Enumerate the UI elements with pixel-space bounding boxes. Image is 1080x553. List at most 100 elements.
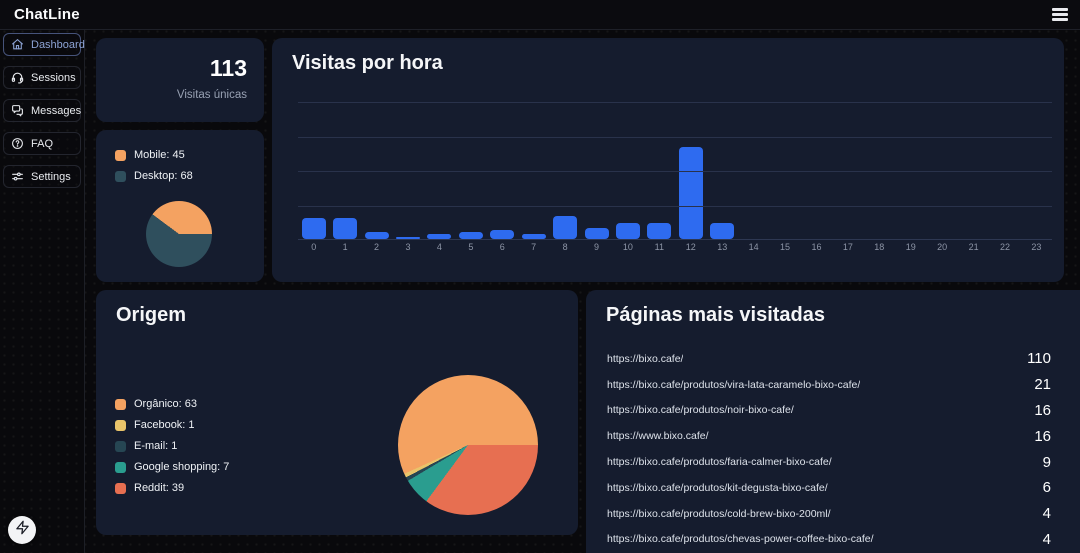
devices-legend: Mobile: 45 Desktop: 68 [115,149,264,182]
page-visit-count: 21 [1034,376,1051,394]
sidebar-item-faq[interactable]: FAQ [3,132,81,155]
x-tick-label: 18 [874,242,885,252]
sidebar-item-label: Settings [31,170,71,183]
x-tick-label: 19 [905,242,916,252]
bar-slot-hour-6 [487,100,518,239]
bar-slot-hour-21 [958,100,989,239]
bar-slot-hour-17 [832,100,863,239]
headset-icon [11,71,24,84]
x-tick-label: 7 [531,242,537,252]
origin-title: Origem [116,304,187,326]
bar-slot-hour-14 [738,100,769,239]
page-row: https://bixo.cafe/produtos/chevas-power-… [607,527,1051,553]
x-axis-line [298,239,1052,240]
x-tick-label: 11 [654,242,665,252]
legend-item: E-mail: 1 [115,440,229,452]
x-tick-label: 0 [311,242,317,252]
x-tick-label: 3 [405,242,411,252]
legend-item: Orgânico: 63 [115,398,229,410]
legend-label: Desktop: 68 [134,170,193,182]
bar-hour-9 [584,227,609,239]
x-tick-label: 22 [999,242,1010,252]
x-tick-label: 16 [811,242,822,252]
x-tick-label: 15 [780,242,791,252]
legend-swatch [115,149,126,161]
bar-hour-0 [301,218,326,239]
page-visit-count: 6 [1042,479,1051,497]
origin-pie-chart [398,375,538,515]
bar-slot-hour-0 [298,100,329,239]
unique-visits-card: 113 Visitas únicas [96,38,264,122]
bar-slot-hour-13 [706,100,737,239]
legend-item: Desktop: 68 [115,170,264,182]
devices-card: Mobile: 45 Desktop: 68 [96,130,264,282]
sidebar-item-messages[interactable]: Messages [3,99,81,122]
visits-per-hour-card: Visitas por hora 0 1 2 3 4 5 6 7 8 9 10 11 12 13 14 15 1… [272,38,1064,282]
gridline [298,136,1052,138]
x-tick-label: 4 [436,242,442,252]
home-icon [11,38,24,51]
x-tick-label: 8 [562,242,568,252]
page-row: https://bixo.cafe/produtos/faria-calmer-… [607,449,1051,475]
sidebar-item-sessions[interactable]: Sessions [3,66,81,89]
page-visit-count: 4 [1042,530,1051,548]
bar-slot-hour-7 [518,100,549,239]
sidebar-item-label: Messages [31,104,82,117]
sidebar-item-label: FAQ [31,137,54,150]
devices-pie-chart [146,201,212,267]
x-tick-label: 20 [937,242,948,252]
visits-per-hour-title: Visitas por hora [292,52,443,74]
page-url: https://bixo.cafe/produtos/cold-brew-bix… [607,507,831,520]
zap-icon [15,520,30,540]
bar-hour-5 [458,232,483,239]
sliders-icon [11,170,24,183]
legend-swatch [115,461,126,473]
legend-label: Mobile: 45 [134,149,185,161]
bar-slot-hour-19 [895,100,926,239]
top-pages-title: Páginas mais visitadas [606,304,826,326]
unique-visits-value: 113 [209,55,247,81]
top-pages-card: Páginas mais visitadas https://bixo.cafe… [586,290,1080,553]
legend-swatch [115,419,126,431]
bar-slot-hour-9 [581,100,612,239]
sidebar-item-settings[interactable]: Settings [3,165,81,188]
top-bar: ChatLine [0,0,1080,30]
sidebar-item-dashboard[interactable]: Dashboard [3,33,85,56]
x-tick-label: 14 [748,242,759,252]
bar-hour-4 [427,234,452,239]
page-visit-count: 4 [1042,505,1051,523]
bar-slot-hour-15 [769,100,800,239]
hamburger-menu-icon[interactable] [1046,5,1068,25]
x-tick-label: 9 [594,242,600,252]
bar-hour-12 [678,147,703,239]
page-row: https://www.bixo.cafe/16 [607,423,1051,449]
legend-label: Google shopping: 7 [134,461,230,473]
legend-label: Reddit: 39 [134,482,185,494]
origin-legend: Orgânico: 63 Facebook: 1 E-mail: 1 Google s… [115,398,229,503]
x-tick-label: 13 [717,242,728,252]
origin-card: Origem Orgânico: 63 Facebook: 1 E-mail: 1 G… [96,290,578,535]
bar-slot-hour-20 [926,100,957,239]
bar-slot-hour-22 [989,100,1020,239]
bar-hour-13 [710,222,735,239]
page-row: https://bixo.cafe/produtos/kit-degusta-b… [607,475,1051,501]
chat-icon [11,104,24,117]
chat-launcher-button[interactable] [8,516,36,544]
bar-slot-hour-23 [1021,100,1052,239]
legend-swatch [115,398,126,410]
bar-slot-hour-3 [392,100,423,239]
page-url: https://www.bixo.cafe/ [607,430,709,443]
bar-hour-11 [647,222,672,239]
app-title: ChatLine [14,6,80,23]
page-row: https://bixo.cafe/produtos/noir-bixo-caf… [607,398,1051,424]
x-tick-label: 23 [1031,242,1042,252]
page-visit-count: 110 [1027,350,1051,368]
bar-slot-hour-11 [644,100,675,239]
bar-hour-1 [333,218,358,239]
gridline [298,205,1052,207]
bar-slot-hour-2 [361,100,392,239]
bar-hour-8 [553,216,578,239]
x-tick-label: 2 [374,242,380,252]
x-tick-label: 5 [468,242,474,252]
bar-hour-2 [364,232,389,239]
